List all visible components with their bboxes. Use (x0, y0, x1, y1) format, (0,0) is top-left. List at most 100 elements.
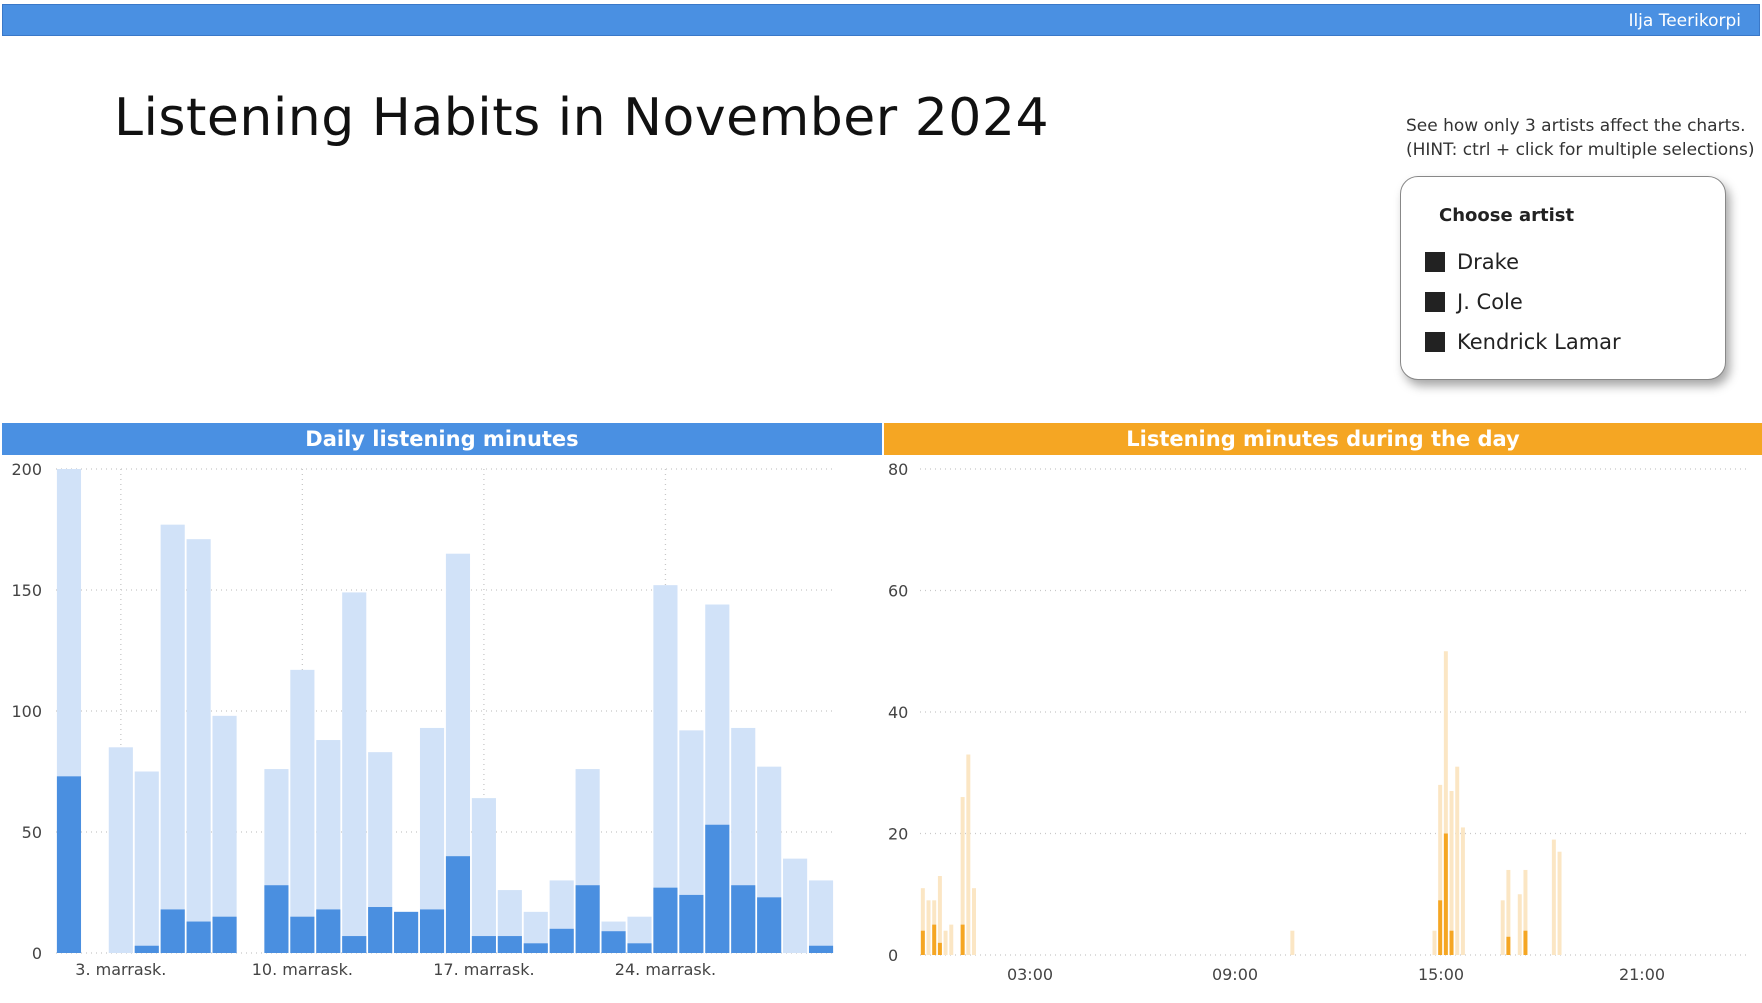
x-tick-label: 24. marrask. (615, 960, 716, 979)
bar-total (972, 888, 976, 955)
bar-selected (445, 856, 471, 953)
bar-total (949, 924, 954, 955)
bar-selected (160, 909, 185, 953)
slicer-item-label: J. Cole (1457, 290, 1523, 314)
bar-total (134, 771, 159, 953)
y-tick-label: 50 (22, 823, 42, 842)
bar-selected (394, 911, 419, 953)
bar-selected (290, 916, 315, 953)
bar-total (1460, 827, 1465, 955)
bar-selected (937, 942, 942, 955)
y-tick-label: 80 (888, 460, 908, 479)
bar-total (471, 798, 496, 953)
x-tick-label: 17. marrask. (433, 960, 534, 979)
bar-selected (471, 936, 496, 953)
y-tick-label: 20 (888, 825, 908, 844)
y-tick-label: 0 (32, 944, 42, 963)
bar-selected (653, 887, 678, 953)
bar-selected (342, 936, 367, 953)
bar-selected (368, 907, 393, 953)
slicer-item-drake[interactable]: Drake (1425, 249, 1519, 275)
bar-total (108, 747, 133, 953)
bar-total (1506, 869, 1511, 955)
bar-selected (1449, 930, 1454, 955)
slicer-title: Choose artist (1439, 205, 1575, 226)
hint-text: See how only 3 artists affect the charts… (1406, 114, 1754, 162)
bar-selected (1443, 833, 1448, 955)
bar-total (808, 880, 834, 953)
bar-selected (316, 909, 341, 953)
bar-total (960, 797, 965, 955)
bar-selected (679, 894, 704, 953)
slicer-item-label: Drake (1457, 250, 1520, 274)
bar-selected (523, 943, 548, 953)
bar-total (1557, 851, 1562, 955)
daily-chart-title: Daily listening minutes (2, 423, 882, 455)
bar-selected (1506, 936, 1511, 955)
checkbox-icon[interactable] (1425, 292, 1445, 312)
bar-total (160, 524, 185, 953)
bar-total (1449, 790, 1454, 955)
bar-selected (575, 885, 600, 953)
bar-selected (705, 824, 730, 953)
top-bar: Ilja Teerikorpi (2, 4, 1760, 36)
bar-selected (808, 945, 834, 953)
bar-total (966, 754, 971, 955)
daily-listening-chart: 0 50 100 150 200 3. marrask. 10. marrask. 17. m… (11, 460, 834, 979)
checkbox-icon[interactable] (1425, 332, 1445, 352)
bar-selected (264, 885, 289, 953)
bar-selected (549, 928, 574, 953)
hourly-chart-title: Listening minutes during the day (884, 423, 1762, 455)
bar-selected (920, 930, 925, 955)
artist-slicer: Choose artist Drake J. Cole Kendrick Lam… (1400, 176, 1726, 380)
bar-selected (56, 776, 82, 953)
x-tick-label: 21:00 (1619, 965, 1665, 984)
bar-total (926, 900, 931, 955)
y-tick-label: 60 (888, 582, 908, 601)
bar-total (290, 669, 315, 953)
bar-total (943, 930, 948, 955)
bar-selected (134, 945, 159, 953)
bar-selected (497, 936, 522, 953)
bar-total (1443, 651, 1448, 955)
bar-selected (627, 943, 652, 953)
y-tick-label: 0 (888, 946, 898, 965)
bar-selected (960, 924, 965, 955)
x-tick-label: 10. marrask. (252, 960, 353, 979)
x-tick-label: 15:00 (1418, 965, 1464, 984)
x-tick-label: 09:00 (1212, 965, 1258, 984)
bar-total (1290, 930, 1295, 955)
hint-line-1: See how only 3 artists affect the charts… (1406, 116, 1746, 136)
slicer-item-j-cole[interactable]: J. Cole (1425, 289, 1523, 315)
slicer-item-label: Kendrick Lamar (1457, 330, 1621, 354)
bar-total (1523, 869, 1528, 955)
bar-selected (186, 921, 211, 953)
bar-selected (1438, 900, 1443, 955)
y-tick-label: 150 (11, 581, 42, 600)
bar-selected (1523, 930, 1528, 955)
bar-total (783, 858, 808, 953)
bar-selected (731, 885, 756, 953)
bar-total (1551, 839, 1556, 955)
checkbox-icon[interactable] (1425, 252, 1445, 272)
x-tick-label: 3. marrask. (75, 960, 166, 979)
slicer-item-kendrick-lamar[interactable]: Kendrick Lamar (1425, 329, 1621, 355)
bar-total (1517, 894, 1522, 955)
bar-total (1438, 784, 1443, 955)
bar-total (937, 876, 942, 955)
bar-selected (757, 897, 782, 953)
bar-total (186, 539, 211, 953)
bar-total (1432, 930, 1437, 955)
bar-selected (212, 916, 237, 953)
bar-selected (932, 924, 937, 955)
page-title: Listening Habits in November 2024 (114, 88, 1050, 148)
x-tick-label: 03:00 (1007, 965, 1053, 984)
y-tick-label: 200 (11, 460, 42, 479)
bar-total (212, 715, 237, 953)
hint-line-2: (HINT: ctrl + click for multiple selecti… (1406, 140, 1755, 160)
bar-selected (419, 909, 445, 953)
bar-total (342, 592, 367, 953)
y-tick-label: 100 (11, 702, 42, 721)
y-tick-label: 40 (888, 703, 908, 722)
